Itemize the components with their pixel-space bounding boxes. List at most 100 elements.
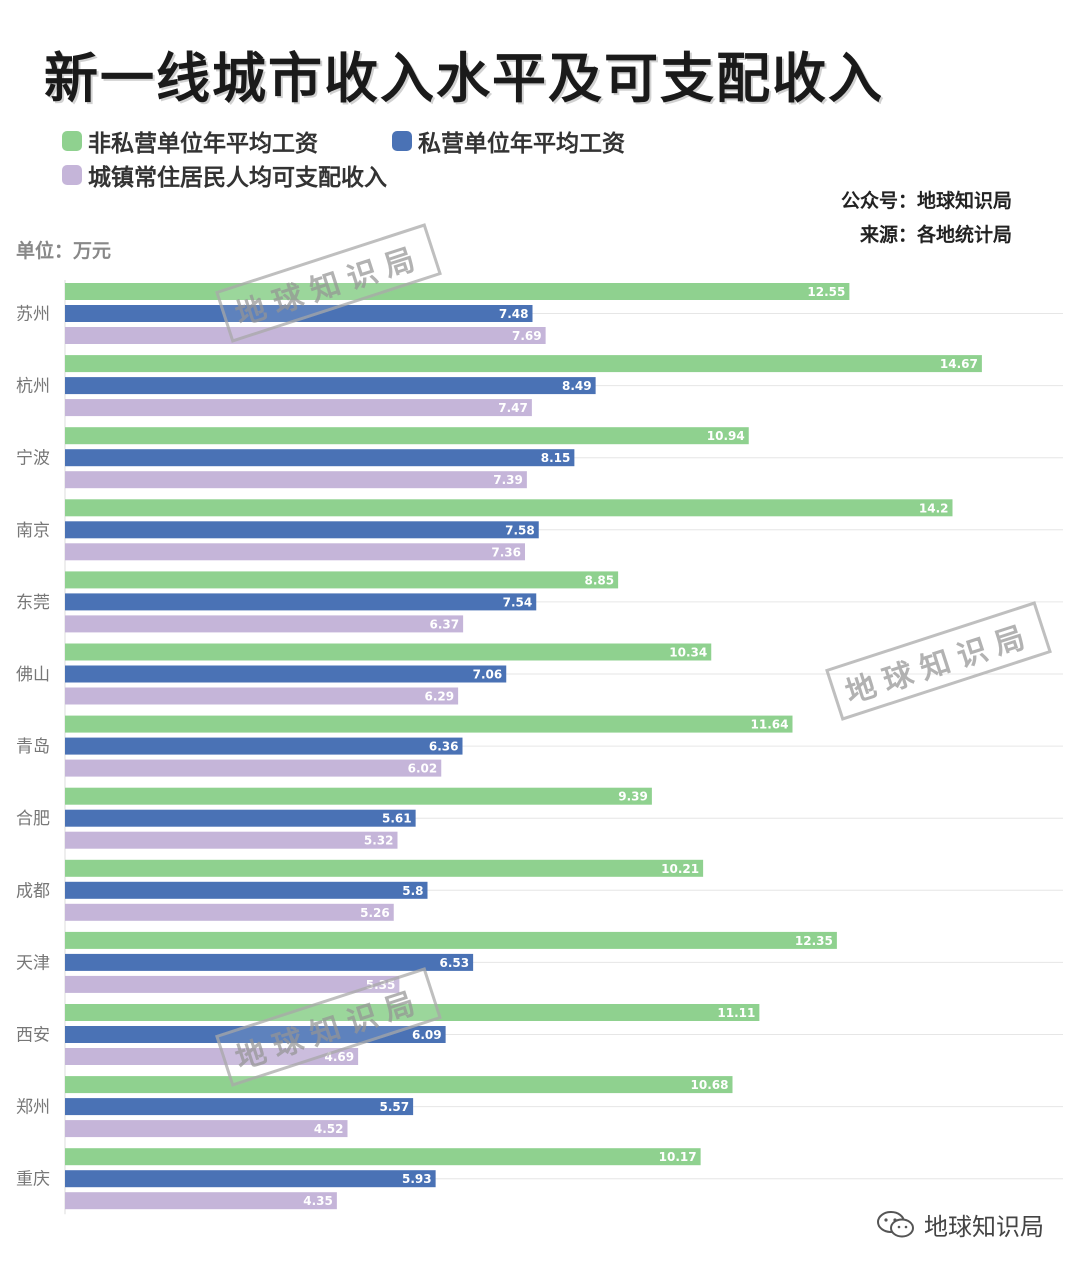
data-label: 7.54	[503, 595, 533, 609]
data-label: 10.94	[707, 429, 745, 443]
data-label: 6.09	[412, 1028, 442, 1042]
bar	[65, 715, 793, 733]
bar	[65, 881, 428, 899]
bar	[65, 787, 652, 805]
data-label: 5.32	[364, 834, 394, 848]
data-label: 10.17	[659, 1150, 697, 1164]
category-label: 南京	[16, 521, 50, 541]
category-label: 佛山	[16, 665, 50, 685]
legend-item-series-3: 城镇常住居民人均可支配收入	[62, 158, 387, 192]
legend-item-series-2: 私营单位年平均工资	[392, 124, 625, 158]
category-label: 郑州	[16, 1098, 50, 1118]
bar	[65, 305, 533, 322]
bar	[65, 449, 575, 467]
bar	[65, 571, 619, 589]
bar	[65, 399, 532, 417]
bar	[65, 759, 442, 777]
bar	[65, 499, 953, 517]
bar	[65, 1098, 414, 1116]
data-label: 7.06	[473, 668, 503, 682]
category-label: 青岛	[16, 737, 50, 757]
category-label: 合肥	[16, 809, 50, 829]
bar	[65, 931, 837, 949]
bar	[65, 643, 712, 661]
bar	[65, 953, 474, 971]
legend-label-series-1: 非私营单位年平均工资	[88, 131, 318, 157]
bar	[65, 355, 982, 373]
data-label: 10.21	[661, 862, 699, 876]
brand-footer: 地球知识局	[876, 1207, 1044, 1242]
data-label: 5.93	[402, 1172, 432, 1186]
bar	[65, 1004, 760, 1021]
bar	[65, 1026, 446, 1043]
bar	[65, 859, 704, 877]
category-label: 宁波	[16, 449, 50, 469]
bar	[65, 1048, 359, 1065]
bar	[65, 831, 398, 849]
bar	[65, 687, 459, 705]
data-label: 14.2	[919, 501, 949, 515]
bar	[65, 975, 400, 993]
bar	[65, 471, 527, 489]
legend-swatch-series-3	[62, 165, 82, 185]
data-label: 8.15	[541, 451, 571, 465]
data-label: 7.39	[493, 473, 523, 487]
data-label: 6.36	[429, 740, 459, 754]
data-label: 6.53	[440, 956, 470, 970]
data-label: 4.52	[314, 1122, 344, 1136]
data-label: 7.36	[491, 545, 521, 559]
data-label: 5.8	[402, 884, 423, 898]
data-label: 9.39	[618, 790, 648, 804]
bar	[65, 1170, 436, 1188]
unit-label: 单位：万元	[16, 240, 112, 262]
bar	[65, 665, 507, 683]
bar	[65, 593, 537, 611]
category-label: 杭州	[16, 377, 50, 397]
bar	[65, 1192, 337, 1210]
data-label: 8.85	[585, 573, 615, 587]
bar	[65, 615, 464, 633]
bar	[65, 1148, 701, 1166]
brand-text: 地球知识局	[924, 1213, 1044, 1241]
legend-label-series-3: 城镇常住居民人均可支配收入	[88, 165, 387, 191]
data-label: 7.47	[498, 401, 528, 415]
data-label: 10.34	[669, 646, 707, 660]
data-label: 12.55	[807, 285, 845, 299]
data-label: 7.48	[499, 307, 529, 321]
source-origin: 来源：各地统计局	[859, 224, 1012, 246]
data-label: 4.35	[303, 1194, 333, 1208]
data-label: 4.69	[325, 1050, 355, 1064]
bar	[65, 327, 546, 344]
bar	[65, 737, 463, 755]
bar	[65, 903, 394, 921]
data-label: 5.35	[366, 978, 396, 992]
bar	[65, 427, 749, 445]
category-label: 西安	[16, 1026, 50, 1046]
bar	[65, 377, 596, 395]
category-label: 成都	[16, 881, 50, 901]
data-label: 12.35	[795, 934, 833, 948]
data-label: 5.61	[382, 812, 412, 826]
legend-label-series-2: 私营单位年平均工资	[418, 131, 625, 157]
wechat-icon	[877, 1210, 914, 1237]
source-account: 公众号：地球知识局	[840, 190, 1012, 212]
data-label: 5.26	[360, 906, 390, 920]
category-label: 苏州	[16, 305, 50, 325]
label-layer: 苏州 12.55 7.48 7.69 杭州 14.67 8.49 7.47 宁波 10.94 8.1…	[16, 285, 978, 1208]
chart-title: 新一线城市收入水平及可支配收入	[44, 47, 884, 110]
category-label: 重庆	[16, 1170, 50, 1190]
legend-swatch-series-1	[62, 131, 82, 151]
bar	[65, 809, 416, 827]
data-label: 14.67	[940, 357, 978, 371]
data-label: 10.68	[691, 1078, 729, 1092]
data-label: 7.69	[512, 329, 542, 343]
data-label: 6.02	[408, 762, 438, 776]
legend-swatch-series-2	[392, 131, 412, 151]
data-label: 5.57	[380, 1100, 410, 1114]
category-label: 东莞	[16, 593, 50, 613]
bar-layer	[65, 283, 982, 1210]
bar	[65, 283, 850, 300]
category-label: 天津	[16, 953, 50, 973]
legend-item-series-1: 非私营单位年平均工资	[62, 124, 318, 158]
